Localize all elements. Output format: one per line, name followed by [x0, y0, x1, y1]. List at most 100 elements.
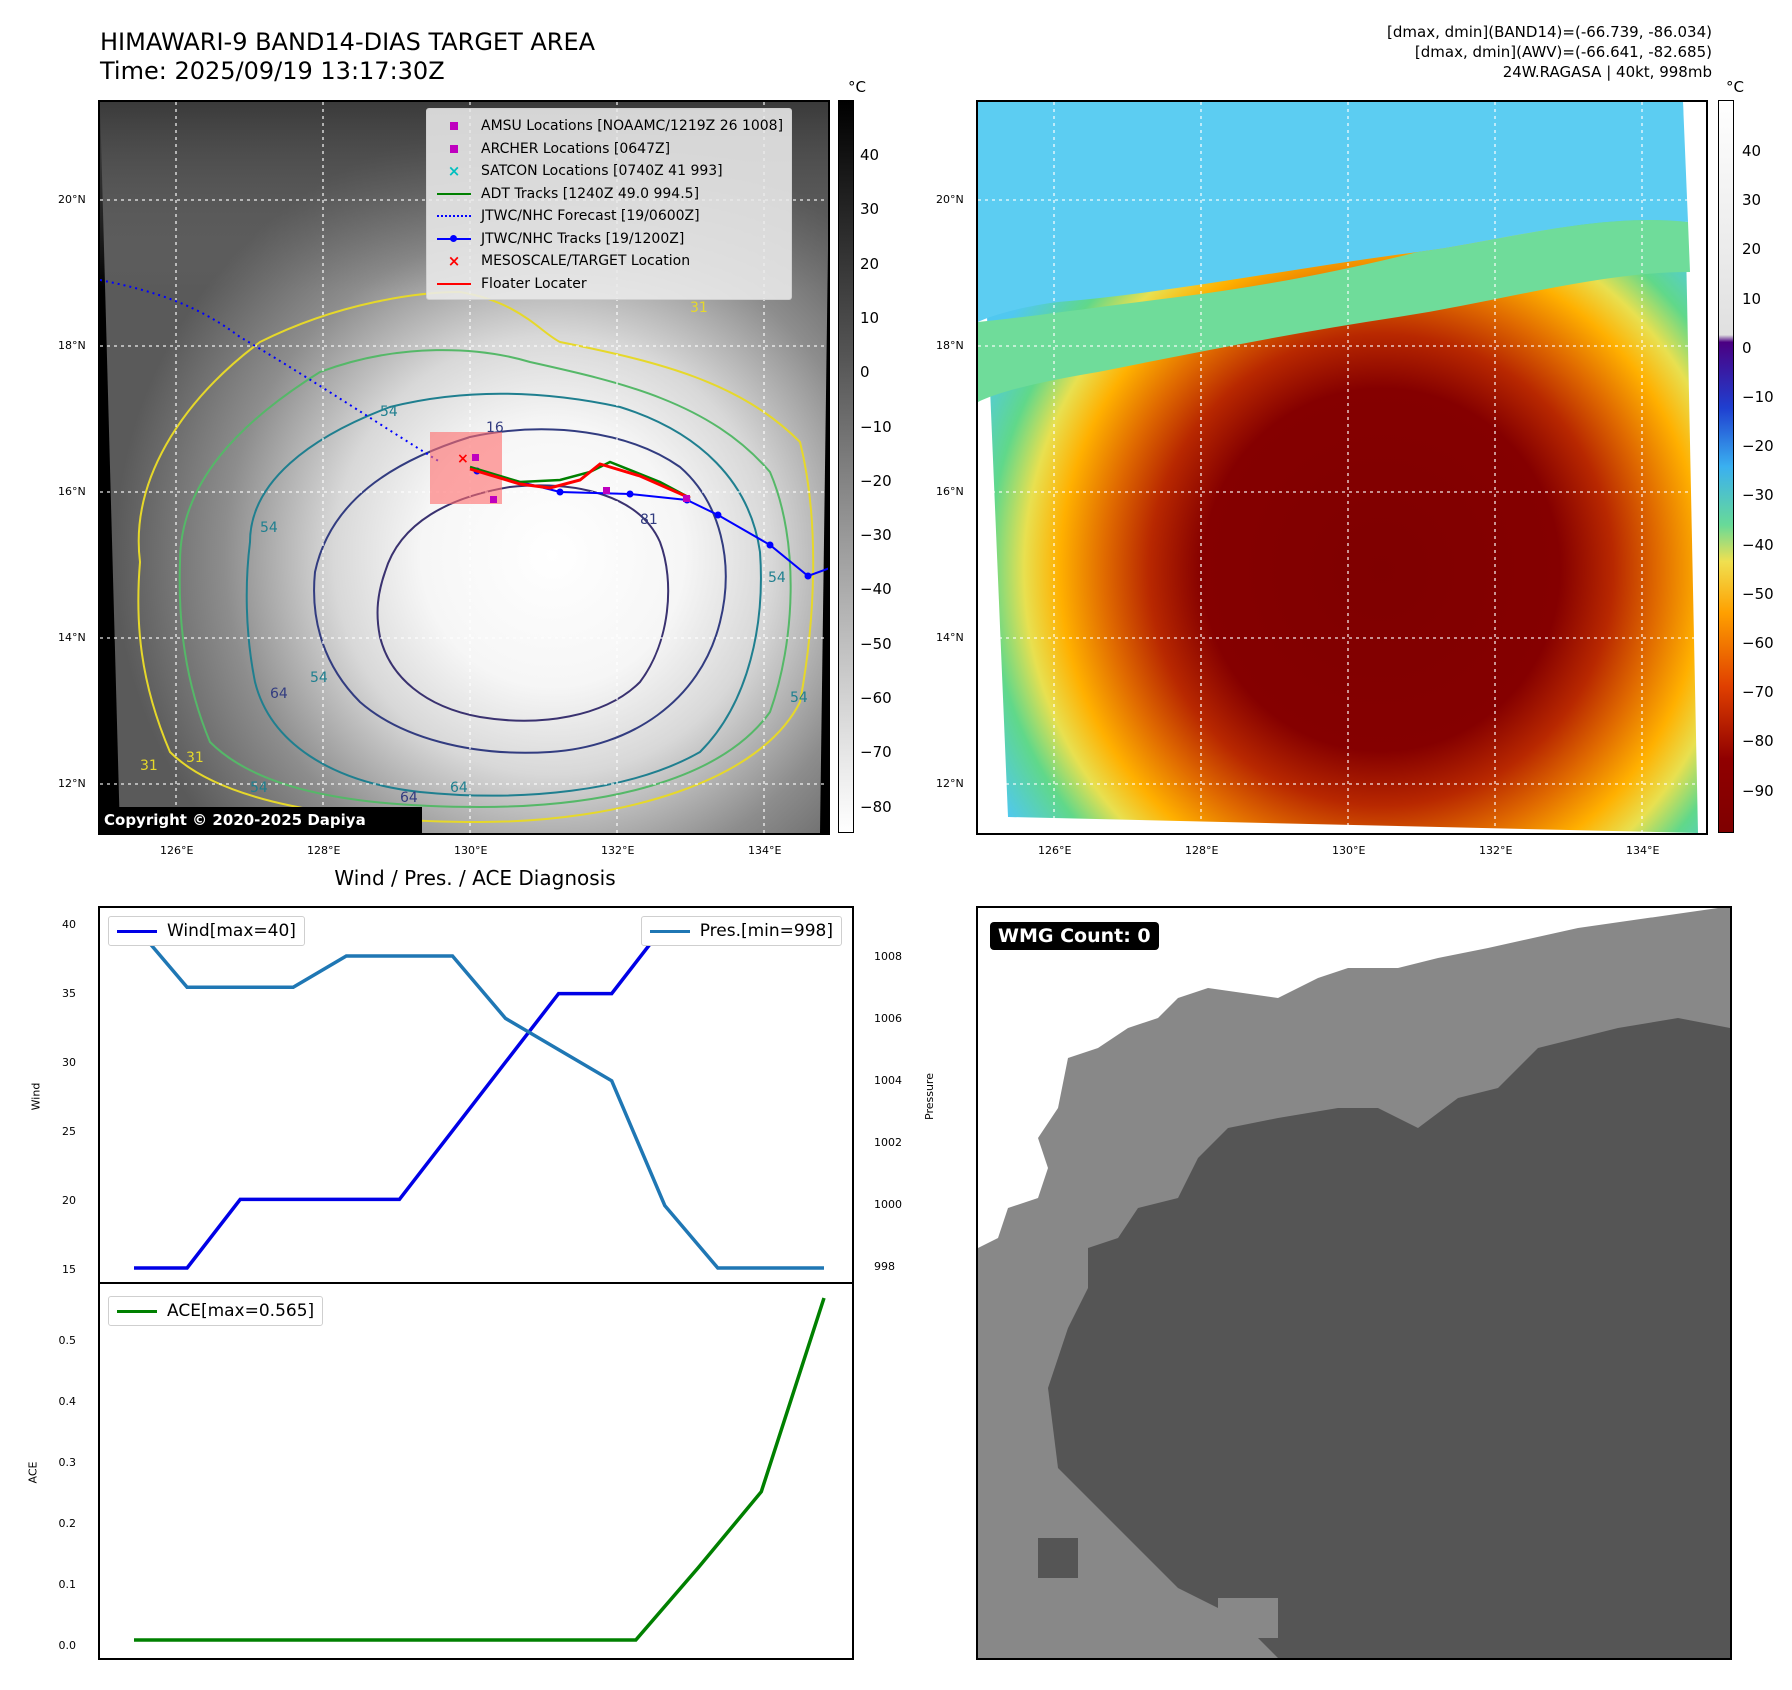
forecast-track	[100, 279, 441, 463]
axis-tick-label: 0.1	[58, 1578, 77, 1591]
line-dot-icon	[435, 235, 473, 243]
contour-label: 31	[140, 758, 158, 774]
colorbar-tick-label: 0	[860, 363, 870, 382]
lat-label: 14°N	[936, 631, 964, 644]
dotted-line-icon	[435, 215, 473, 218]
lon-label: 128°E	[1185, 844, 1219, 857]
axis-tick-label: 0.5	[58, 1334, 77, 1347]
diagnosis-title: Wind / Pres. / ACE Diagnosis	[334, 866, 616, 890]
x-marker-icon: ×	[447, 162, 461, 180]
chart-title: HIMAWARI-9 BAND14-DIAS TARGET AREA Time:…	[100, 28, 595, 86]
title-line-2: Time: 2025/09/19 13:17:30Z	[100, 57, 445, 85]
title-line-1: HIMAWARI-9 BAND14-DIAS TARGET AREA	[100, 28, 596, 56]
colorbar-tick-label: 30	[860, 200, 880, 219]
contour-label: 54	[380, 404, 398, 420]
colorbar-tick-label: −60	[1742, 634, 1774, 652]
lat-label: 18°N	[936, 339, 964, 352]
target-box	[430, 432, 502, 504]
lat-label: 18°N	[58, 339, 86, 352]
x-marker-icon: ×	[447, 252, 461, 270]
colorbar-tick-label: −50	[1742, 584, 1774, 603]
axis-tick-label: 1002	[874, 1136, 902, 1149]
floater-track	[469, 462, 691, 500]
axis-tick-label: 40	[62, 918, 76, 931]
square-marker-icon	[435, 122, 473, 131]
axis-tick-label: 0.0	[58, 1639, 77, 1652]
wind-pres-svg	[132, 923, 824, 1270]
colorbar-tick-label: −40	[860, 580, 892, 599]
lon-label: 130°E	[454, 844, 488, 857]
ace-legend: ACE[max=0.565]	[108, 1296, 324, 1326]
ace-legend-line-icon	[117, 1309, 157, 1313]
contour-label: 64	[450, 780, 468, 796]
colorbar-tick-label: 20	[1742, 240, 1762, 259]
axis-tick-label: 35	[62, 987, 76, 1000]
awv-map-panel	[976, 100, 1708, 835]
wmg-dark-region	[1048, 1018, 1730, 1658]
lon-label: 128°E	[307, 844, 341, 857]
pres-axis-label: Pressure	[922, 1073, 936, 1120]
colorbar-tick-label: −30	[1742, 486, 1774, 505]
lat-label: 20°N	[58, 193, 86, 206]
awv-map-svg	[978, 102, 1706, 833]
axis-tick-label: 25	[62, 1125, 76, 1138]
colorbar-tick-label: −40	[1742, 535, 1774, 554]
square-marker-icon	[435, 144, 473, 153]
pressure-series-line	[132, 923, 824, 1270]
lat-label: 12°N	[936, 777, 964, 790]
ir-map-panel: × 16 54 81 31 54 64 54 64 54 31 54 64 54…	[98, 100, 830, 835]
contour-label: 31	[186, 750, 204, 766]
lat-label: 14°N	[58, 631, 86, 644]
line-marker-icon	[435, 282, 473, 285]
contour-yellow	[137, 290, 815, 824]
ace-axis-label: ACE	[26, 1461, 40, 1484]
axis-tick-label: 0.4	[58, 1395, 77, 1408]
colorbar-left	[838, 100, 854, 833]
lat-label: 16°N	[58, 485, 86, 498]
contour-label: 16	[486, 420, 504, 436]
map-legend: AMSU Locations [NOAAMC/1219Z 26 1008] AR…	[426, 108, 793, 300]
colorbar-tick-label: −20	[860, 471, 892, 490]
pres-legend: Pres.[min=998]	[640, 916, 842, 946]
svg-text:×: ×	[457, 451, 469, 467]
colorbar-tick-label: −30	[860, 526, 892, 545]
colorbar-tick-label: −20	[1742, 437, 1774, 456]
wmg-svg	[978, 908, 1730, 1658]
legend-item: JTWC/NHC Forecast [19/0600Z]	[435, 205, 783, 228]
contour-label: 54	[790, 690, 808, 706]
colorbar-tick-label: −70	[860, 743, 892, 762]
wind-legend: Wind[max=40]	[108, 916, 305, 946]
colorbar-left-unit: °C	[848, 78, 866, 96]
colorbar-tick-label: −50	[860, 634, 892, 653]
contour-navy-inner	[376, 484, 670, 722]
contour-label: 54	[310, 670, 328, 686]
wmg-panel: WMG Count: 0	[976, 906, 1732, 1660]
contour-teal	[245, 392, 762, 797]
colorbar-tick-label: 40	[1742, 142, 1762, 160]
lon-label: 132°E	[1479, 844, 1513, 857]
lon-label: 130°E	[1332, 844, 1366, 857]
ace-svg	[134, 1297, 826, 1642]
colorbar-tick-label: −10	[1742, 388, 1774, 406]
wind-axis-label: Wind	[29, 1082, 43, 1111]
axis-tick-label: 1006	[874, 1012, 902, 1025]
lon-label: 126°E	[1038, 844, 1072, 857]
pres-legend-line-icon	[649, 929, 690, 933]
jtwc-track	[476, 470, 828, 578]
contour-label: 54	[250, 780, 268, 796]
colorbar-tick-label: −60	[860, 689, 892, 707]
contour-label: 31	[690, 300, 708, 316]
colorbar-tick-label: 30	[1742, 191, 1762, 210]
lat-label: 12°N	[58, 777, 86, 790]
awv-gridlines	[978, 102, 1706, 833]
colorbar-tick-label: −10	[860, 417, 892, 436]
axis-tick-label: 0.2	[58, 1517, 77, 1530]
contour-green	[178, 349, 792, 809]
colorbar-tick-label: 0	[1742, 338, 1752, 357]
colorbar-tick-label: −90	[1742, 781, 1774, 800]
ace-panel: ACE[max=0.565]	[98, 1282, 854, 1660]
contour-label: 54	[260, 520, 278, 536]
legend-item: ARCHER Locations [0647Z]	[435, 138, 783, 161]
legend-item: JTWC/NHC Tracks [19/1200Z]	[435, 228, 783, 251]
wind-series-line	[134, 923, 824, 1270]
